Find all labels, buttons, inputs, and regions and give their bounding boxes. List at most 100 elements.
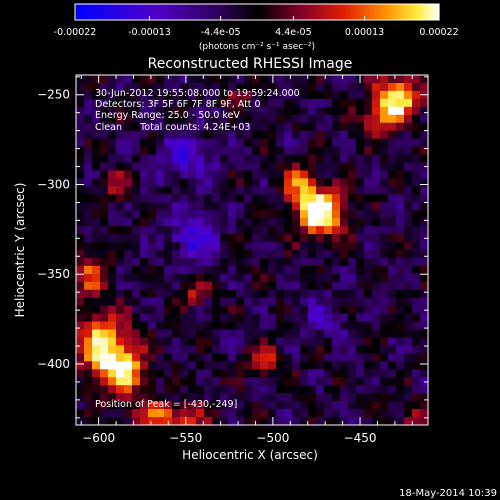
heatmap-cell (124, 210, 133, 219)
heatmap-cell (356, 98, 365, 108)
heatmap-cell (156, 210, 165, 219)
heatmap-cell (196, 218, 205, 227)
heatmap-cell (196, 82, 205, 92)
colorbar-cell (173, 4, 176, 20)
heatmap-cell (148, 281, 157, 291)
heatmap-cell (172, 329, 181, 338)
heatmap-cell (164, 250, 173, 259)
colorbar-cell (225, 4, 228, 20)
colorbar-cell (315, 4, 318, 20)
heatmap-cell (412, 218, 421, 227)
heatmap-cell (180, 82, 189, 92)
heatmap-cell (228, 194, 237, 203)
heatmap-cell (364, 417, 373, 426)
heatmap-cell (420, 98, 429, 108)
heatmap-cell (76, 273, 85, 283)
heatmap-cell (220, 297, 229, 307)
heatmap-cell (180, 75, 189, 84)
heatmap-cell (100, 162, 109, 171)
heatmap-cell (188, 265, 197, 275)
heatmap-cell (324, 242, 333, 251)
heatmap-cell (164, 281, 173, 291)
heatmap-cell (300, 234, 309, 243)
heatmap-cell (316, 265, 325, 275)
heatmap-cell (92, 305, 101, 315)
heatmap-cell (316, 130, 325, 140)
heatmap-cell (188, 377, 197, 386)
heatmap-cell (132, 98, 141, 108)
heatmap-cell (108, 393, 117, 402)
heatmap-cell (404, 409, 413, 418)
heatmap-cell (220, 305, 229, 315)
heatmap-cell (172, 106, 181, 116)
heatmap-cell (396, 178, 405, 187)
heatmap-cell (332, 122, 341, 132)
heatmap-cell (380, 321, 389, 331)
heatmap-cell (236, 178, 245, 187)
heatmap-cell (188, 106, 197, 116)
heatmap-cell (364, 138, 373, 148)
heatmap-cell (180, 289, 189, 299)
colorbar-cell (415, 4, 418, 20)
heatmap-cell (316, 146, 325, 156)
heatmap-cell (332, 210, 341, 219)
heatmap-cell (316, 75, 325, 84)
heatmap-cell (164, 337, 173, 346)
heatmap-cell (172, 194, 181, 203)
heatmap-cell (356, 401, 365, 410)
heatmap-cell (412, 377, 421, 386)
heatmap-cell (396, 202, 405, 211)
heatmap-cell (276, 361, 285, 370)
heatmap-cell (84, 345, 93, 354)
heatmap-cell (236, 361, 245, 370)
heatmap-cell (212, 194, 221, 203)
colorbar-cell (95, 4, 98, 20)
heatmap-cell (76, 146, 85, 156)
heatmap-cell (292, 154, 301, 163)
heatmap-cell (100, 281, 109, 291)
heatmap-cell (420, 361, 429, 370)
heatmap-cell (268, 385, 277, 394)
heatmap-cell (172, 273, 181, 283)
heatmap-cell (140, 202, 149, 211)
heatmap-cell (412, 257, 421, 267)
heatmap-cell (276, 337, 285, 346)
heatmap-cell (404, 178, 413, 187)
colorbar-cell (303, 4, 306, 20)
heatmap-cell (396, 82, 405, 92)
heatmap-cell (84, 393, 93, 402)
heatmap-cell (308, 114, 317, 124)
heatmap-cell (84, 289, 93, 299)
heatmap-cell (268, 186, 277, 195)
heatmap-cell (172, 90, 181, 100)
heatmap-cell (412, 138, 421, 148)
heatmap-cell (164, 90, 173, 100)
heatmap-cell (332, 75, 341, 84)
heatmap-cell (412, 281, 421, 291)
heatmap-cell (348, 186, 357, 195)
heatmap-cell (388, 313, 397, 323)
heatmap-cell (276, 417, 285, 426)
heatmap-cell (84, 417, 93, 426)
heatmap-cell (172, 385, 181, 394)
heatmap-cell (236, 345, 245, 354)
heatmap-cell (100, 154, 109, 163)
heatmap-cell (92, 178, 101, 187)
heatmap-cell (116, 305, 125, 315)
heatmap-cell (364, 337, 373, 346)
heatmap-cell (148, 178, 157, 187)
heatmap-cell (404, 313, 413, 323)
heatmap-cell (244, 202, 253, 211)
heatmap-cell (164, 385, 173, 394)
heatmap-cell (132, 82, 141, 92)
heatmap-cell (100, 289, 109, 299)
heatmap-cell (404, 337, 413, 346)
heatmap-cell (204, 393, 213, 402)
heatmap-cell (332, 194, 341, 203)
heatmap-cell (116, 210, 125, 219)
heatmap-cell (396, 186, 405, 195)
heatmap-cell (236, 313, 245, 323)
heatmap-cell (260, 361, 269, 370)
heatmap-cell (92, 393, 101, 402)
heatmap-cell (84, 75, 93, 84)
